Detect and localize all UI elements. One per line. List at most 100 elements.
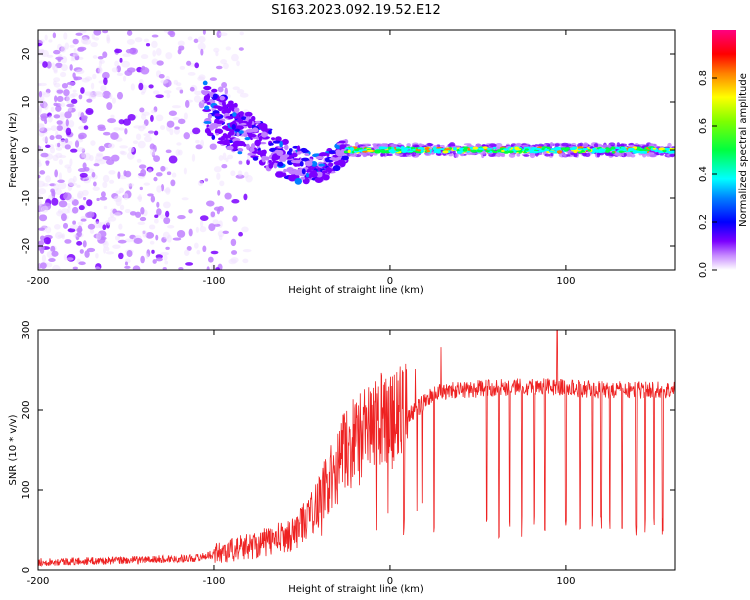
line-core (366, 149, 374, 152)
noise-blob (238, 160, 243, 165)
line-core (630, 147, 635, 151)
noise-blob (239, 92, 249, 98)
noise-blob (69, 224, 79, 230)
streak-blob (341, 155, 349, 161)
line-halo (380, 152, 386, 157)
noise-blob (64, 144, 71, 150)
noise-blob (206, 266, 210, 270)
noise-blob (155, 172, 163, 177)
snr-background (38, 330, 675, 570)
noise-blob (215, 51, 219, 57)
streak-blob (216, 120, 224, 124)
streak-blob (252, 156, 259, 161)
line-halo (523, 154, 530, 157)
line-core (415, 151, 422, 154)
line-halo (579, 142, 584, 147)
noise-blob (98, 60, 103, 68)
noise-blob (67, 206, 71, 214)
noise-blob (55, 56, 64, 61)
noise-blob (186, 60, 192, 66)
noise-blob (239, 31, 244, 36)
noise-blob (54, 95, 58, 103)
line-core (623, 148, 627, 152)
noise-blob (218, 32, 228, 37)
line-core (507, 150, 514, 154)
line-core (652, 147, 657, 150)
noise-blob (78, 94, 83, 100)
noise-blob (167, 30, 174, 36)
noise-blob (69, 158, 73, 166)
noise-blob (171, 105, 181, 109)
noise-blob (221, 82, 228, 89)
noise-blob (102, 174, 110, 183)
noise-blob (136, 158, 142, 163)
noise-blob (142, 230, 148, 238)
noise-blob (38, 123, 45, 132)
spectrogram-x-label: Height of straight line (km) (288, 285, 424, 296)
streak-blob (240, 122, 247, 126)
noise-blob (200, 139, 205, 147)
noise-blob (102, 90, 111, 99)
noise-blob (235, 174, 245, 179)
noise-blob (163, 217, 171, 225)
noise-blob (67, 166, 72, 174)
streak-blob (268, 129, 272, 135)
y-tick-label: 200 (21, 400, 32, 419)
noise-blob (128, 146, 135, 153)
x-tick-label: -200 (27, 276, 50, 287)
noise-blob (122, 53, 131, 58)
noise-blob (122, 118, 131, 126)
streak-blob (247, 133, 257, 138)
noise-blob (38, 240, 45, 246)
noise-blob (179, 89, 184, 94)
noise-blob (195, 139, 200, 144)
noise-blob (187, 72, 196, 76)
line-halo (362, 153, 367, 158)
noise-blob (83, 152, 91, 161)
streak-blob (328, 150, 337, 154)
noise-blob (38, 145, 44, 153)
line-core (417, 149, 422, 152)
noise-blob (56, 95, 64, 102)
streak-blob (275, 171, 285, 178)
line-core (605, 147, 610, 150)
noise-blob (187, 36, 193, 41)
noise-blob (236, 60, 240, 67)
noise-blob (209, 143, 217, 150)
noise-blob (218, 234, 223, 241)
y-tick-label: -10 (21, 190, 32, 206)
noise-blob (126, 38, 135, 45)
line-halo (521, 144, 529, 148)
colorbar-tick-label: 0.2 (698, 214, 709, 230)
line-core (620, 146, 626, 149)
noise-blob (38, 42, 43, 47)
noise-blob (138, 194, 142, 203)
noise-blob (121, 60, 131, 68)
noise-blob (48, 39, 53, 43)
snr-panel: -200 -100 0 100 0 100 200 300 Height of straig… (8, 320, 676, 595)
noise-blob (140, 67, 150, 75)
noise-blob (40, 152, 49, 158)
spectrogram-y-ticks: -20 -10 0 10 20 (21, 48, 675, 254)
line-halo (455, 152, 459, 158)
noise-blob (66, 81, 76, 86)
noise-blob (184, 100, 190, 108)
noise-blob (69, 64, 73, 71)
streak-blob (291, 160, 297, 164)
noise-blob (47, 115, 53, 123)
streak-blob (250, 115, 256, 122)
noise-blob (76, 241, 83, 246)
noise-blob (140, 255, 145, 264)
noise-blob (105, 251, 115, 255)
streak-blob (262, 149, 267, 155)
line-core (485, 150, 490, 153)
colorbar-ticks: 0.0 0.2 0.4 0.6 0.8 (698, 70, 717, 278)
line-halo (613, 153, 620, 156)
noise-blob (72, 38, 79, 45)
noise-blob (151, 40, 158, 49)
noise-blob (95, 253, 99, 259)
streak-blob (241, 116, 247, 121)
noise-blob (217, 189, 221, 196)
noise-blob (51, 197, 59, 206)
streak-blob (228, 106, 236, 111)
